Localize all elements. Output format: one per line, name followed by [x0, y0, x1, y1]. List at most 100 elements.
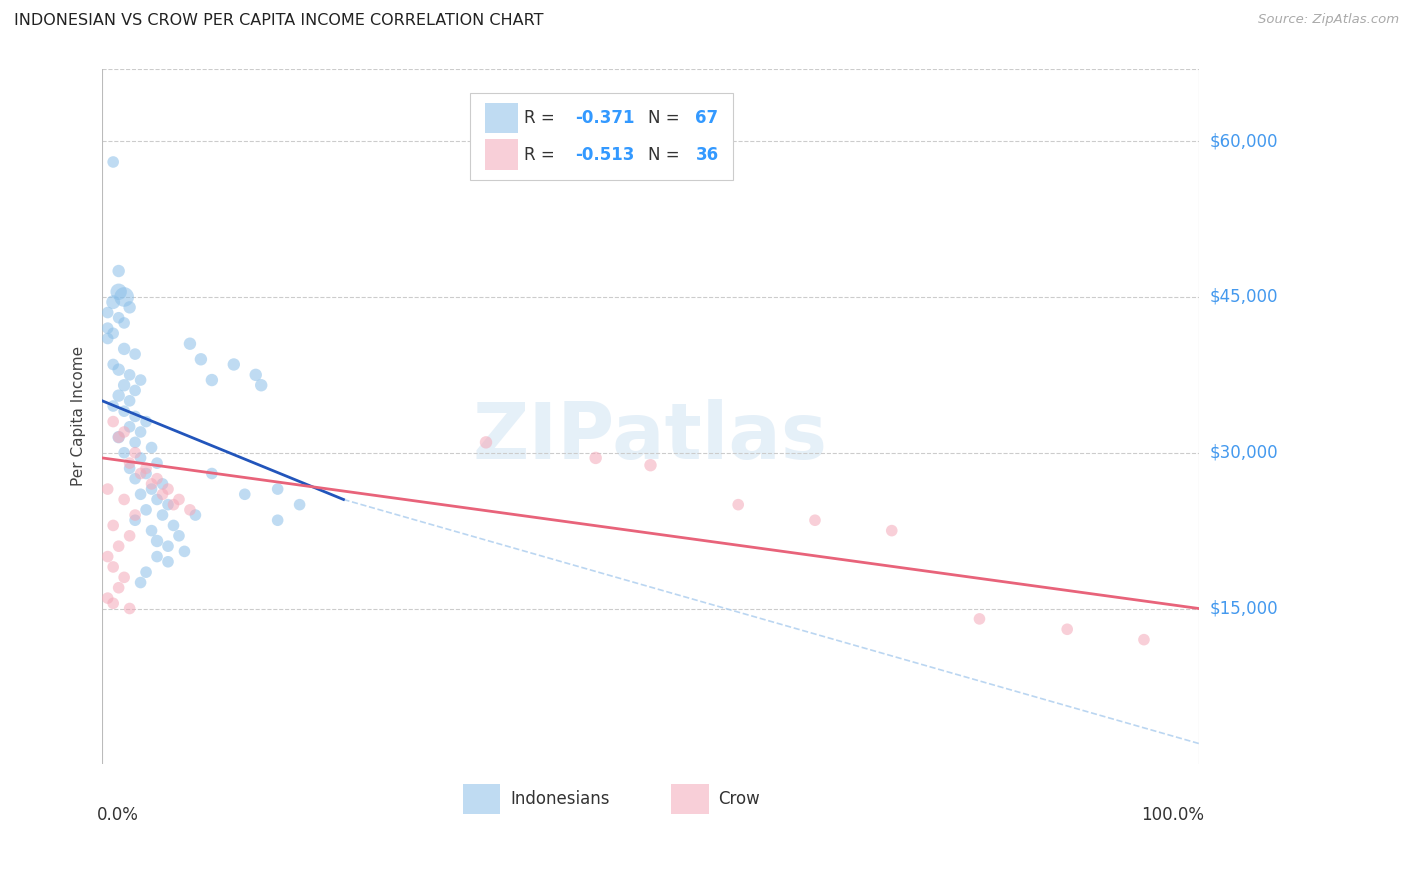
Point [107, 430, 129, 444]
Point [167, 492, 190, 507]
Point [101, 596, 124, 610]
Point [118, 393, 141, 408]
Point [184, 508, 207, 522]
Point [146, 549, 169, 564]
Point [118, 419, 141, 434]
Point [97, 321, 120, 335]
Point [1133, 632, 1156, 647]
Point [97, 591, 120, 606]
Point [112, 404, 135, 418]
Point [152, 476, 174, 491]
Point [112, 570, 135, 584]
Point [201, 467, 224, 481]
Point [101, 399, 124, 413]
Point [585, 450, 607, 465]
Point [118, 529, 141, 543]
Point [118, 601, 141, 615]
FancyBboxPatch shape [463, 784, 501, 814]
Point [156, 498, 179, 512]
Point [124, 435, 146, 450]
Point [118, 461, 141, 475]
Point [107, 581, 129, 595]
Point [152, 508, 174, 522]
Point [97, 482, 120, 496]
Point [101, 358, 124, 372]
Point [112, 378, 135, 392]
Point [112, 290, 135, 304]
Point [880, 524, 903, 538]
Point [135, 415, 157, 429]
Point [167, 529, 190, 543]
Point [124, 513, 146, 527]
Point [146, 472, 169, 486]
Point [135, 467, 157, 481]
Point [124, 409, 146, 424]
Point [179, 336, 201, 351]
Point [146, 492, 169, 507]
Text: Source: ZipAtlas.com: Source: ZipAtlas.com [1258, 13, 1399, 27]
Text: -0.513: -0.513 [575, 145, 634, 164]
Point [288, 498, 311, 512]
Point [107, 264, 129, 278]
Point [107, 430, 129, 444]
FancyBboxPatch shape [671, 784, 709, 814]
Point [112, 446, 135, 460]
Point [250, 378, 273, 392]
Point [107, 310, 129, 325]
Point [129, 373, 152, 387]
Text: $15,000: $15,000 [1211, 599, 1278, 617]
Point [112, 492, 135, 507]
Point [107, 285, 129, 299]
Point [124, 384, 146, 398]
Point [141, 476, 163, 491]
Point [804, 513, 827, 527]
Point [118, 456, 141, 470]
Text: R =: R = [524, 145, 561, 164]
Point [124, 508, 146, 522]
Point [118, 301, 141, 315]
Point [101, 560, 124, 574]
Point [112, 316, 135, 330]
Point [173, 544, 195, 558]
FancyBboxPatch shape [485, 103, 517, 133]
Point [107, 389, 129, 403]
Point [146, 456, 169, 470]
Text: N =: N = [648, 109, 685, 127]
Text: $60,000: $60,000 [1211, 132, 1278, 150]
Text: Crow: Crow [718, 790, 761, 808]
Text: 67: 67 [696, 109, 718, 127]
Point [97, 549, 120, 564]
Point [201, 373, 224, 387]
Point [107, 362, 129, 376]
Point [107, 539, 129, 553]
Point [112, 342, 135, 356]
Point [129, 467, 152, 481]
Point [156, 539, 179, 553]
Point [129, 487, 152, 501]
FancyBboxPatch shape [485, 139, 517, 170]
Point [190, 352, 212, 367]
Point [141, 441, 163, 455]
Point [156, 555, 179, 569]
Text: 100.0%: 100.0% [1142, 806, 1205, 824]
Point [124, 347, 146, 361]
Point [135, 461, 157, 475]
Point [124, 472, 146, 486]
Text: Indonesians: Indonesians [510, 790, 610, 808]
Point [135, 503, 157, 517]
Point [727, 498, 749, 512]
Point [475, 435, 498, 450]
Point [129, 575, 152, 590]
Point [118, 368, 141, 382]
Point [141, 524, 163, 538]
Point [222, 358, 245, 372]
Point [156, 482, 179, 496]
Text: 0.0%: 0.0% [97, 806, 139, 824]
Y-axis label: Per Capita Income: Per Capita Income [72, 346, 86, 486]
Point [162, 498, 184, 512]
Point [129, 425, 152, 439]
Point [129, 450, 152, 465]
Point [640, 458, 662, 473]
Text: $30,000: $30,000 [1211, 443, 1278, 462]
Point [101, 518, 124, 533]
